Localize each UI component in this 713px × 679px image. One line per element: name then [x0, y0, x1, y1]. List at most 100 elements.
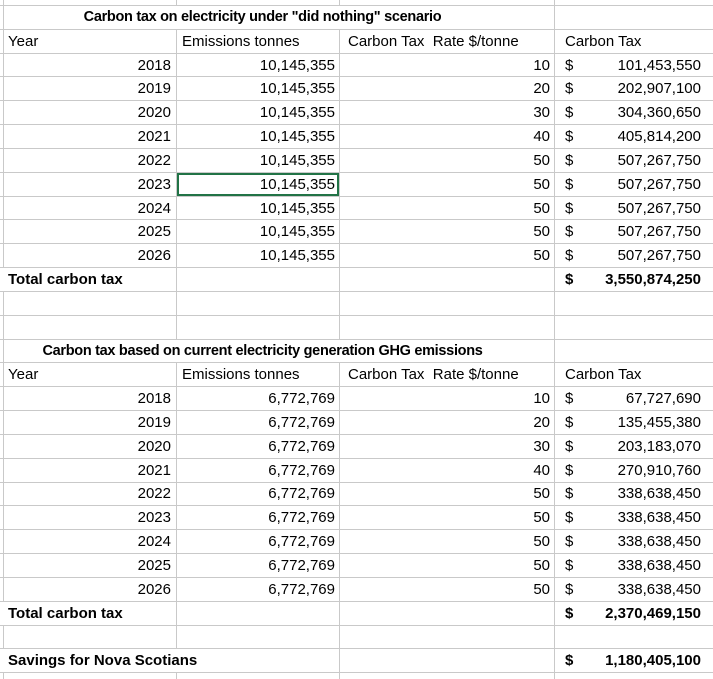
empty-cell[interactable]: [0, 6, 4, 29]
empty-cell[interactable]: [177, 625, 340, 649]
empty-cell[interactable]: [0, 673, 4, 679]
cell-year[interactable]: 2019: [4, 77, 177, 101]
empty-cell[interactable]: [0, 220, 4, 244]
total-carbon-tax-cell[interactable]: $3,550,874,250: [555, 268, 713, 291]
cell-emissions[interactable]: 10,145,355: [177, 125, 340, 148]
cell-year[interactable]: 2026: [4, 577, 177, 601]
empty-cell[interactable]: [177, 268, 340, 291]
cell-emissions[interactable]: 6,772,769: [177, 458, 340, 482]
cell-emissions[interactable]: 10,145,355: [177, 77, 340, 101]
cell-emissions[interactable]: 6,772,769: [177, 482, 340, 506]
empty-cell[interactable]: [340, 673, 555, 679]
cell-year[interactable]: 2021: [4, 125, 177, 148]
empty-cell[interactable]: [0, 482, 4, 506]
table-title[interactable]: Carbon tax based on current electricity …: [4, 339, 555, 363]
cell-emissions[interactable]: 6,772,769: [177, 530, 340, 554]
cell-carbon-tax[interactable]: $338,638,450: [555, 554, 713, 577]
cell-carbon-tax[interactable]: $507,267,750: [555, 220, 713, 243]
cell-carbon-tax[interactable]: $338,638,450: [555, 578, 713, 601]
cell-rate[interactable]: 50: [340, 577, 555, 601]
cell-carbon-tax[interactable]: $304,360,650: [555, 101, 713, 124]
column-header-year[interactable]: Year: [4, 29, 177, 53]
empty-cell[interactable]: [177, 601, 340, 625]
cell-carbon-tax[interactable]: $67,727,690: [555, 387, 713, 410]
empty-cell[interactable]: [555, 626, 713, 649]
cell-rate[interactable]: 10: [340, 387, 555, 411]
cell-emissions[interactable]: 10,145,355: [177, 101, 340, 125]
savings-label[interactable]: Savings for Nova Scotians: [4, 649, 340, 673]
empty-cell[interactable]: [0, 411, 4, 434]
cell-rate[interactable]: 10: [340, 53, 555, 77]
empty-cell[interactable]: [555, 6, 713, 29]
cell-carbon-tax[interactable]: $203,183,070: [555, 435, 713, 458]
empty-cell[interactable]: [0, 196, 4, 220]
cell-year[interactable]: 2023: [4, 172, 177, 196]
cell-emissions[interactable]: 10,145,355: [177, 220, 340, 244]
cell-carbon-tax[interactable]: $405,814,200: [555, 125, 713, 148]
cell-emissions[interactable]: 6,772,769: [177, 387, 340, 411]
cell-carbon-tax[interactable]: $101,453,550: [555, 54, 713, 77]
empty-cell[interactable]: [555, 292, 713, 315]
cell-emissions[interactable]: 10,145,355: [177, 53, 340, 77]
column-header-carbon-tax[interactable]: Carbon Tax: [565, 366, 642, 384]
cell-emissions[interactable]: 6,772,769: [177, 506, 340, 530]
cell-carbon-tax[interactable]: $507,267,750: [555, 197, 713, 220]
empty-cell[interactable]: [555, 0, 713, 5]
cell-rate[interactable]: 50: [340, 148, 555, 172]
cell-carbon-tax[interactable]: $507,267,750: [555, 149, 713, 172]
cell-emissions[interactable]: 10,145,355: [177, 148, 340, 172]
empty-cell[interactable]: [0, 244, 4, 268]
empty-cell[interactable]: [177, 315, 340, 339]
cell-year[interactable]: 2026: [4, 244, 177, 268]
cell-rate[interactable]: 20: [340, 411, 555, 434]
empty-cell[interactable]: [555, 316, 713, 339]
selected-cell[interactable]: 10,145,355: [177, 172, 340, 196]
empty-cell[interactable]: [4, 625, 177, 649]
empty-cell[interactable]: [0, 172, 4, 196]
cell-carbon-tax[interactable]: $507,267,750: [555, 244, 713, 267]
cell-year[interactable]: 2024: [4, 196, 177, 220]
cell-emissions[interactable]: 6,772,769: [177, 411, 340, 434]
empty-cell[interactable]: [0, 434, 4, 458]
empty-cell[interactable]: [340, 291, 555, 315]
empty-cell[interactable]: [0, 315, 4, 339]
cell-year[interactable]: 2020: [4, 101, 177, 125]
cell-rate[interactable]: 50: [340, 506, 555, 530]
empty-cell[interactable]: [4, 315, 177, 339]
empty-cell[interactable]: [0, 363, 4, 387]
cell-rate[interactable]: 50: [340, 554, 555, 577]
savings-amount-cell[interactable]: $1,180,405,100: [555, 649, 713, 672]
cell-rate[interactable]: 50: [340, 482, 555, 506]
empty-cell[interactable]: [4, 0, 177, 5]
empty-cell[interactable]: [0, 125, 4, 148]
cell-carbon-tax[interactable]: $135,455,380: [555, 411, 713, 434]
cell-rate[interactable]: 50: [340, 196, 555, 220]
cell-year[interactable]: 2025: [4, 220, 177, 244]
empty-cell[interactable]: [340, 625, 555, 649]
cell-rate[interactable]: 50: [340, 220, 555, 244]
empty-cell[interactable]: [0, 458, 4, 482]
cell-rate[interactable]: 50: [340, 172, 555, 196]
column-header-year[interactable]: Year: [4, 363, 177, 387]
empty-cell[interactable]: [177, 0, 340, 5]
cell-year[interactable]: 2025: [4, 554, 177, 577]
empty-cell[interactable]: [0, 387, 4, 411]
column-header-rate[interactable]: Carbon Tax Rate $/tonne: [340, 29, 555, 53]
table-title[interactable]: Carbon tax on electricity under "did not…: [4, 6, 555, 29]
cell-rate[interactable]: 20: [340, 77, 555, 101]
cell-emissions[interactable]: 6,772,769: [177, 554, 340, 577]
cell-year[interactable]: 2023: [4, 506, 177, 530]
empty-cell[interactable]: [0, 148, 4, 172]
empty-cell[interactable]: [0, 530, 4, 554]
cell-rate[interactable]: 40: [340, 458, 555, 482]
cell-year[interactable]: 2020: [4, 434, 177, 458]
total-carbon-tax-cell[interactable]: $2,370,469,150: [555, 602, 713, 625]
cell-carbon-tax[interactable]: $338,638,450: [555, 506, 713, 529]
empty-cell[interactable]: [340, 649, 555, 673]
empty-cell[interactable]: [4, 291, 177, 315]
empty-cell[interactable]: [340, 601, 555, 625]
empty-cell[interactable]: [0, 29, 4, 53]
cell-emissions[interactable]: 6,772,769: [177, 434, 340, 458]
empty-cell[interactable]: [0, 625, 4, 649]
empty-cell[interactable]: [177, 291, 340, 315]
